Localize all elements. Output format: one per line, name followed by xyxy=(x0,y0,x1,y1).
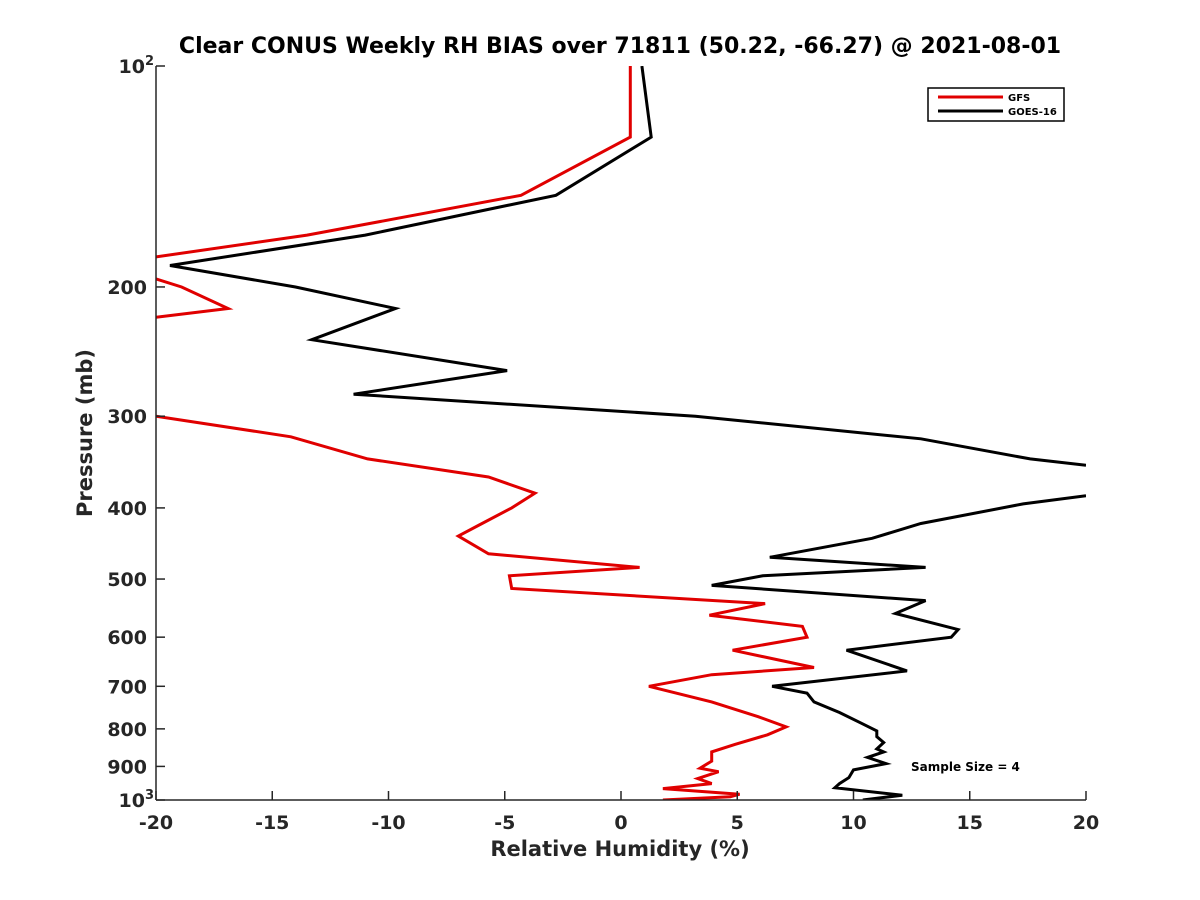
y-tick-label: 500 xyxy=(107,569,147,591)
x-axis-label: Relative Humidity (%) xyxy=(490,837,749,861)
x-tick-label: 10 xyxy=(840,812,866,834)
y-tick-label: 700 xyxy=(107,676,147,698)
x-tick-label: -10 xyxy=(371,812,405,834)
y-axis: 102 200 300 400 500 600 700 800 900 103 xyxy=(107,54,165,812)
y-tick-label: 300 xyxy=(107,406,147,428)
x-axis: -20 -15 -10 -5 0 5 10 15 20 xyxy=(139,791,1099,834)
legend-box xyxy=(927,87,1065,122)
y-tick-label: 103 xyxy=(119,788,155,812)
y-axis-label: Pressure (mb) xyxy=(73,349,97,517)
chart-title: Clear CONUS Weekly RH BIAS over 71811 (5… xyxy=(179,34,1061,59)
x-tick-label: -5 xyxy=(494,812,515,834)
legend-label-goes16: GOES-16 xyxy=(1008,107,1057,118)
x-tick-label: 5 xyxy=(731,812,744,834)
series-line-goes16 xyxy=(169,66,1086,800)
legend: GFS GOES-16 xyxy=(927,87,1065,122)
x-tick-label: 20 xyxy=(1073,812,1099,834)
x-tick-label: -20 xyxy=(139,812,173,834)
y-tick-label: 600 xyxy=(107,627,147,649)
y-tick-label: 400 xyxy=(107,498,147,520)
sample-size-annotation: Sample Size = 4 xyxy=(911,760,1020,774)
x-tick-label: -15 xyxy=(255,812,289,834)
y-tick-label: 900 xyxy=(107,756,147,778)
x-tick-label: 0 xyxy=(614,812,627,834)
y-tick-label: 102 xyxy=(119,54,155,78)
series-line-gfs xyxy=(156,66,815,800)
y-tick-label: 800 xyxy=(107,719,147,741)
x-tick-label: 15 xyxy=(957,812,983,834)
legend-label-gfs: GFS xyxy=(1008,93,1030,104)
y-tick-label: 200 xyxy=(107,277,147,299)
